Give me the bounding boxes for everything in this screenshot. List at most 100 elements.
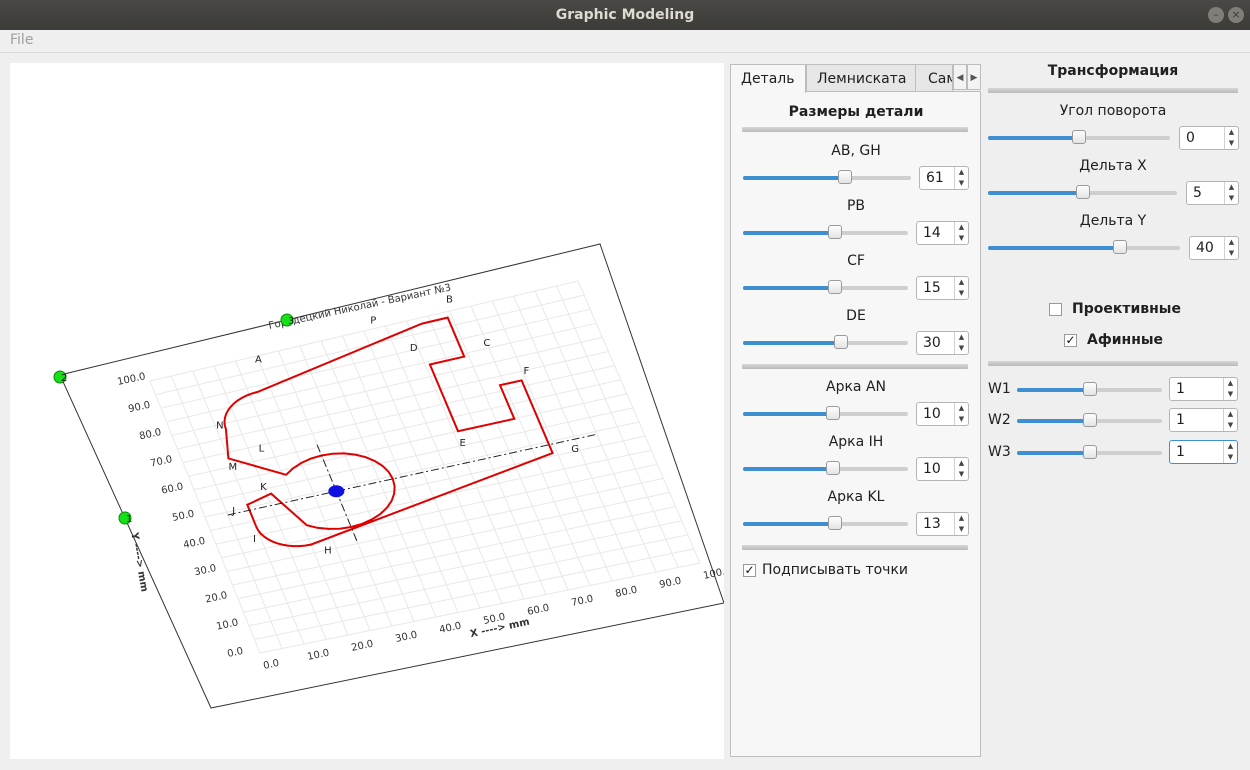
slider-handle[interactable] xyxy=(827,516,842,530)
spinbox-value: 30 xyxy=(923,335,941,351)
grid-line xyxy=(577,280,701,564)
affine-label: Афинные xyxy=(1087,332,1164,348)
transform-label: Дельта Y xyxy=(1079,213,1147,229)
y-tick-label: 70.0 xyxy=(149,454,173,469)
dimension-spinbox[interactable]: 30 ▲ ▼ xyxy=(916,331,969,355)
spinbox-value: 10 xyxy=(923,406,941,422)
spin-up-icon[interactable]: ▲ xyxy=(954,513,968,524)
tab-third[interactable]: Сам xyxy=(915,64,953,92)
spin-up-icon[interactable]: ▲ xyxy=(954,332,968,343)
transform-slider[interactable] xyxy=(988,185,1177,201)
arc-spinbox[interactable]: 10 ▲ ▼ xyxy=(916,457,969,481)
slider-handle[interactable] xyxy=(826,406,841,420)
spin-up-icon[interactable]: ▲ xyxy=(1224,182,1238,193)
spin-down-icon[interactable]: ▼ xyxy=(954,469,968,480)
x-tick-label: 40.0 xyxy=(438,621,462,636)
slider-handle[interactable] xyxy=(827,225,842,239)
spin-up-icon[interactable]: ▲ xyxy=(954,458,968,469)
spin-up-icon[interactable]: ▲ xyxy=(954,403,968,414)
control-point xyxy=(280,313,294,327)
slider-handle[interactable] xyxy=(1082,413,1097,427)
spin-down-icon[interactable]: ▼ xyxy=(954,343,968,354)
dimension-slider[interactable] xyxy=(743,280,908,296)
dimension-spinbox[interactable]: 14 ▲ ▼ xyxy=(916,221,969,245)
weight-slider[interactable] xyxy=(1017,382,1162,398)
spin-down-icon[interactable]: ▼ xyxy=(954,178,968,189)
tab-scroll-left-icon[interactable]: ◀ xyxy=(953,64,967,90)
slider-fill xyxy=(743,467,834,471)
transform-slider[interactable] xyxy=(988,130,1170,146)
spinbox-value: 1 xyxy=(1176,381,1185,397)
weight-spinbox[interactable]: 1 ▲ ▼ xyxy=(1169,408,1238,432)
slider-handle[interactable] xyxy=(833,335,848,349)
minimize-button[interactable]: – xyxy=(1208,7,1224,23)
transform-spinbox[interactable]: 0 ▲ ▼ xyxy=(1179,126,1239,150)
label-points-label: Подписывать точки xyxy=(762,562,909,578)
transform-spinbox[interactable]: 5 ▲ ▼ xyxy=(1186,181,1239,205)
x-tick-label: 0.0 xyxy=(262,658,280,672)
slider-handle[interactable] xyxy=(1075,185,1090,199)
spin-up-icon[interactable]: ▲ xyxy=(954,277,968,288)
spin-up-icon[interactable]: ▲ xyxy=(954,167,968,178)
spin-down-icon[interactable]: ▼ xyxy=(1223,452,1237,463)
tab-lemniscate-label: Лемниската xyxy=(817,71,907,87)
transform-spinbox[interactable]: 40 ▲ ▼ xyxy=(1189,236,1239,260)
slider-handle[interactable] xyxy=(1082,382,1097,396)
spin-down-icon[interactable]: ▼ xyxy=(1223,389,1237,400)
slider-handle[interactable] xyxy=(1072,130,1086,144)
arc-spinbox[interactable]: 10 ▲ ▼ xyxy=(916,402,969,426)
spin-down-icon[interactable]: ▼ xyxy=(1224,138,1238,149)
slider-handle[interactable] xyxy=(1112,240,1127,254)
spin-down-icon[interactable]: ▼ xyxy=(1224,248,1238,259)
point-label: K xyxy=(260,482,267,493)
spinbox-value: 0 xyxy=(1186,130,1195,146)
spin-down-icon[interactable]: ▼ xyxy=(1223,420,1237,431)
slider-handle[interactable] xyxy=(838,170,853,184)
spin-down-icon[interactable]: ▼ xyxy=(954,414,968,425)
center-line-horizontal xyxy=(227,433,597,516)
dimension-spinbox[interactable]: 15 ▲ ▼ xyxy=(916,276,969,300)
affine-checkbox[interactable]: ✓ xyxy=(1064,333,1077,347)
tab-lemniscate[interactable]: Лемниската xyxy=(806,64,916,92)
transform-slider[interactable] xyxy=(988,240,1180,256)
slider-fill xyxy=(743,522,835,526)
arc-spinbox[interactable]: 13 ▲ ▼ xyxy=(916,512,969,536)
spin-down-icon[interactable]: ▼ xyxy=(954,233,968,244)
grid-line xyxy=(491,300,613,582)
spin-up-icon[interactable]: ▲ xyxy=(1224,237,1238,248)
spin-down-icon[interactable]: ▼ xyxy=(1224,193,1238,204)
spin-up-icon[interactable]: ▲ xyxy=(1223,441,1237,452)
slider-handle[interactable] xyxy=(827,280,842,294)
tab-scroll-right-icon[interactable]: ▶ xyxy=(967,64,981,90)
spin-down-icon[interactable]: ▼ xyxy=(954,524,968,535)
slider-fill xyxy=(988,136,1079,140)
grid-line xyxy=(204,421,640,518)
slider-handle[interactable] xyxy=(826,461,841,475)
dimension-spinbox[interactable]: 61 ▲ ▼ xyxy=(919,166,969,190)
projective-checkbox[interactable] xyxy=(1049,303,1062,316)
weight-spinbox[interactable]: 1 ▲ ▼ xyxy=(1169,440,1238,464)
weight-spinbox[interactable]: 1 ▲ ▼ xyxy=(1169,377,1238,401)
dimension-slider[interactable] xyxy=(743,335,908,351)
dimension-slider[interactable] xyxy=(743,225,908,241)
spin-up-icon[interactable]: ▲ xyxy=(1223,409,1237,420)
grid-line xyxy=(166,322,597,423)
spin-up-icon[interactable]: ▲ xyxy=(1224,127,1238,138)
arc-slider[interactable] xyxy=(743,406,908,422)
arc-slider[interactable] xyxy=(743,516,908,532)
close-button[interactable]: × xyxy=(1228,7,1244,23)
spin-up-icon[interactable]: ▲ xyxy=(954,222,968,233)
weight-slider[interactable] xyxy=(1017,445,1162,461)
spin-down-icon[interactable]: ▼ xyxy=(954,288,968,299)
slider-handle[interactable] xyxy=(1082,445,1097,459)
point-label: M xyxy=(229,462,238,473)
menu-file[interactable]: File xyxy=(10,32,34,48)
arc-slider[interactable] xyxy=(743,461,908,477)
tab-detail[interactable]: Деталь xyxy=(730,64,806,93)
label-points-checkbox[interactable]: ✓ xyxy=(743,563,756,577)
weight-slider[interactable] xyxy=(1017,413,1162,429)
point-label: D xyxy=(410,343,418,354)
spin-up-icon[interactable]: ▲ xyxy=(1223,378,1237,389)
dimension-slider[interactable] xyxy=(743,170,911,186)
plot-canvas[interactable]: 0.0 0.0 10.0 10.0 20.0 20.0 30.0 30.0 40.0 40.0 50… xyxy=(10,63,724,759)
